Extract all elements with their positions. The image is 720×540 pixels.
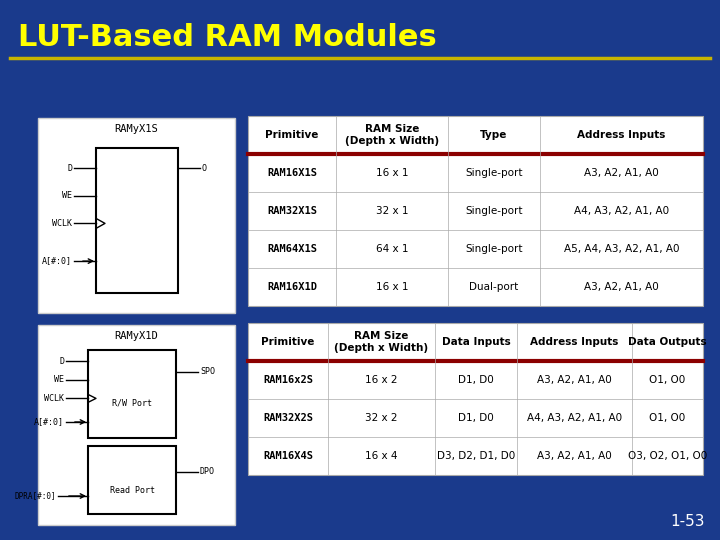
- Text: Single-port: Single-port: [465, 206, 523, 216]
- Text: A4, A3, A2, A1, A0: A4, A3, A2, A1, A0: [574, 206, 669, 216]
- Text: RAM32X1S: RAM32X1S: [267, 206, 317, 216]
- Text: RAM16x2S: RAM16x2S: [263, 375, 313, 385]
- Bar: [38, 118, 235, 313]
- Text: O3, O2, O1, O0: O3, O2, O1, O0: [628, 451, 707, 461]
- Text: D: D: [59, 357, 64, 366]
- Bar: [96, 148, 178, 293]
- Text: O: O: [202, 164, 207, 173]
- Text: DPO: DPO: [200, 467, 215, 476]
- Text: SPO: SPO: [200, 368, 215, 376]
- Text: D3, D2, D1, D0: D3, D2, D1, D0: [437, 451, 515, 461]
- Text: RAMyX1D: RAMyX1D: [114, 331, 158, 341]
- Text: Read Port: Read Port: [109, 485, 155, 495]
- Text: WCLK: WCLK: [44, 394, 64, 403]
- Text: 64 x 1: 64 x 1: [376, 244, 408, 254]
- Text: Dual-port: Dual-port: [469, 282, 518, 292]
- Bar: [88, 350, 176, 438]
- Text: R/W Port: R/W Port: [112, 399, 152, 407]
- Text: Data Outputs: Data Outputs: [628, 337, 707, 347]
- Text: A5, A4, A3, A2, A1, A0: A5, A4, A3, A2, A1, A0: [564, 244, 679, 254]
- Text: LUT-Based RAM Modules: LUT-Based RAM Modules: [18, 24, 437, 52]
- Text: RAM16X4S: RAM16X4S: [263, 451, 313, 461]
- Text: RAM16X1D: RAM16X1D: [267, 282, 317, 292]
- Text: D1, D0: D1, D0: [458, 413, 494, 423]
- Text: A3, A2, A1, A0: A3, A2, A1, A0: [537, 451, 612, 461]
- Bar: [248, 116, 703, 306]
- Text: RAMyX1S: RAMyX1S: [114, 124, 158, 134]
- Text: WE: WE: [54, 375, 64, 384]
- Text: 16 x 4: 16 x 4: [365, 451, 397, 461]
- Text: A[#:0]: A[#:0]: [34, 417, 64, 427]
- Text: A3, A2, A1, A0: A3, A2, A1, A0: [584, 282, 659, 292]
- Text: A[#:0]: A[#:0]: [42, 256, 72, 266]
- Text: WCLK: WCLK: [52, 219, 72, 228]
- Text: Primitive: Primitive: [261, 337, 315, 347]
- Text: Address Inputs: Address Inputs: [531, 337, 618, 347]
- Text: A3, A2, A1, A0: A3, A2, A1, A0: [584, 168, 659, 178]
- Text: Data Inputs: Data Inputs: [441, 337, 510, 347]
- Bar: [88, 446, 176, 514]
- Text: RAM Size
(Depth x Width): RAM Size (Depth x Width): [345, 124, 439, 146]
- Text: Primitive: Primitive: [265, 130, 319, 140]
- Text: 1-53: 1-53: [670, 515, 705, 530]
- Bar: [248, 323, 703, 475]
- Bar: [38, 325, 235, 525]
- Text: Type: Type: [480, 130, 508, 140]
- Text: Address Inputs: Address Inputs: [577, 130, 666, 140]
- Text: D: D: [67, 164, 72, 173]
- Text: RAM32X2S: RAM32X2S: [263, 413, 313, 423]
- Text: 32 x 2: 32 x 2: [365, 413, 397, 423]
- Text: WE: WE: [62, 191, 72, 200]
- Text: RAM16X1S: RAM16X1S: [267, 168, 317, 178]
- Text: A3, A2, A1, A0: A3, A2, A1, A0: [537, 375, 612, 385]
- Text: RAM64X1S: RAM64X1S: [267, 244, 317, 254]
- Text: O1, O0: O1, O0: [649, 375, 685, 385]
- Text: 16 x 2: 16 x 2: [365, 375, 397, 385]
- Text: 16 x 1: 16 x 1: [376, 282, 408, 292]
- Text: O1, O0: O1, O0: [649, 413, 685, 423]
- Text: 32 x 1: 32 x 1: [376, 206, 408, 216]
- Text: D1, D0: D1, D0: [458, 375, 494, 385]
- Text: 16 x 1: 16 x 1: [376, 168, 408, 178]
- Text: DPRA[#:0]: DPRA[#:0]: [14, 491, 56, 501]
- Text: Single-port: Single-port: [465, 168, 523, 178]
- Text: A4, A3, A2, A1, A0: A4, A3, A2, A1, A0: [527, 413, 622, 423]
- Text: Single-port: Single-port: [465, 244, 523, 254]
- Text: RAM Size
(Depth x Width): RAM Size (Depth x Width): [334, 331, 428, 353]
